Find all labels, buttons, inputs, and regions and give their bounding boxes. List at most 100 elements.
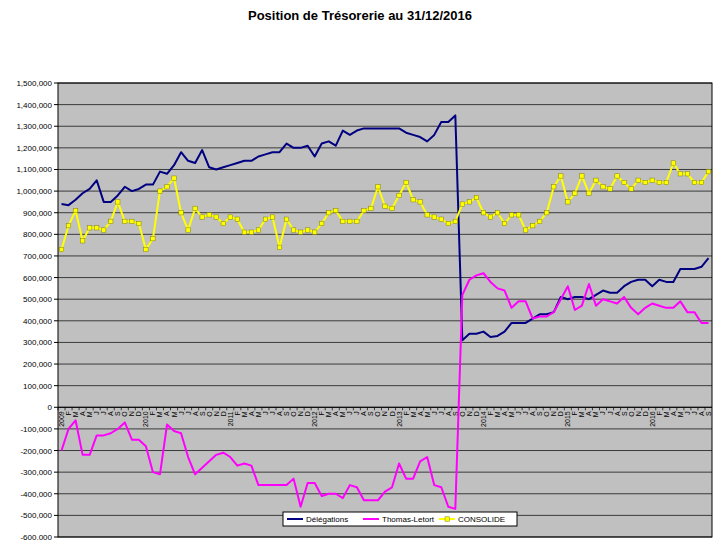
marker	[502, 221, 506, 225]
grid-line	[58, 169, 712, 170]
marker	[193, 206, 197, 210]
x-tick-label: A	[670, 411, 677, 416]
x-tick-label: S	[705, 411, 712, 416]
marker	[334, 208, 338, 212]
x-tick-label: F	[149, 411, 156, 415]
marker	[566, 200, 570, 204]
marker	[291, 228, 295, 232]
x-tick	[381, 407, 382, 410]
x-tick-label: 2013	[396, 411, 403, 427]
marker	[580, 174, 584, 178]
x-tick-label: O	[206, 411, 213, 417]
x-tick	[444, 407, 445, 410]
y-tick	[54, 255, 58, 256]
series-line	[62, 115, 709, 340]
x-tick-label: A	[192, 411, 199, 416]
x-tick-label: F	[487, 411, 494, 415]
grid-line	[58, 191, 712, 192]
x-tick-label: A	[248, 411, 255, 416]
x-tick-label: A	[698, 411, 705, 416]
marker	[622, 180, 626, 184]
x-tick	[536, 407, 537, 410]
marker	[453, 219, 457, 223]
x-tick	[374, 407, 375, 410]
x-tick	[290, 407, 291, 410]
marker	[446, 221, 450, 225]
x-tick	[339, 407, 340, 410]
marker	[397, 193, 401, 197]
y-tick	[54, 472, 58, 473]
y-tick	[54, 493, 58, 494]
grid-line	[58, 104, 712, 105]
x-tick	[641, 407, 642, 410]
marker	[158, 189, 162, 193]
marker	[601, 185, 605, 189]
x-tick-label: J	[100, 411, 107, 415]
x-tick	[86, 407, 87, 410]
y-tick-label: 400,000	[23, 317, 52, 326]
x-tick	[297, 407, 298, 410]
x-tick	[283, 407, 284, 410]
y-tick-label: 300,000	[23, 338, 52, 347]
y-tick	[54, 212, 58, 213]
y-tick	[54, 234, 58, 235]
marker	[390, 206, 394, 210]
x-tick-label: A	[360, 411, 367, 416]
x-tick	[247, 407, 248, 410]
x-tick-label: J	[607, 411, 614, 415]
marker	[102, 228, 106, 232]
x-tick	[697, 407, 698, 410]
x-tick-label: 2012	[311, 411, 318, 427]
x-tick-label: J	[522, 411, 529, 415]
y-tick	[54, 277, 58, 278]
y-tick-label: -400,000	[20, 490, 52, 499]
x-tick	[276, 407, 277, 410]
x-tick-label: J	[691, 411, 698, 415]
x-tick-label: 2016	[649, 411, 656, 427]
marker	[137, 221, 141, 225]
x-tick	[72, 407, 73, 410]
x-tick	[233, 407, 234, 410]
grid-line	[58, 385, 712, 386]
x-tick-label: 2009	[58, 411, 65, 427]
x-tick-label: M	[86, 411, 93, 417]
x-tick-label: N	[213, 411, 220, 416]
x-tick-label: M	[171, 411, 178, 417]
series-group	[59, 115, 710, 508]
y-tick-label: 800,000	[23, 230, 52, 239]
marker	[123, 219, 127, 223]
x-tick-label: A	[107, 411, 114, 416]
x-tick	[515, 407, 516, 410]
marker	[439, 217, 443, 221]
x-tick-label: A	[332, 411, 339, 416]
x-tick-label: S	[536, 411, 543, 416]
x-tick-label: D	[135, 411, 142, 416]
grid-line	[58, 364, 712, 365]
y-tick	[54, 191, 58, 192]
x-tick	[430, 407, 431, 410]
y-tick	[54, 364, 58, 365]
x-tick-label: N	[550, 411, 557, 416]
x-tick-label: D	[642, 411, 649, 416]
legend-label: Délégations	[306, 515, 348, 524]
x-tick	[592, 407, 593, 410]
x-tick-label: J	[269, 411, 276, 415]
marker	[383, 204, 387, 208]
x-tick	[613, 407, 614, 410]
marker	[249, 230, 253, 234]
x-tick-label: D	[389, 411, 396, 416]
x-tick-label: O	[459, 411, 466, 417]
y-tick	[54, 450, 58, 451]
x-tick-label: 2014	[480, 411, 487, 427]
legend-marker	[445, 517, 449, 521]
marker	[587, 191, 591, 195]
marker	[671, 161, 675, 165]
marker	[608, 187, 612, 191]
x-tick	[704, 407, 705, 410]
marker	[559, 174, 563, 178]
marker	[369, 206, 373, 210]
x-tick	[472, 407, 473, 410]
x-tick-label: M	[578, 411, 585, 417]
marker	[432, 215, 436, 219]
legend-swatch	[363, 518, 379, 520]
